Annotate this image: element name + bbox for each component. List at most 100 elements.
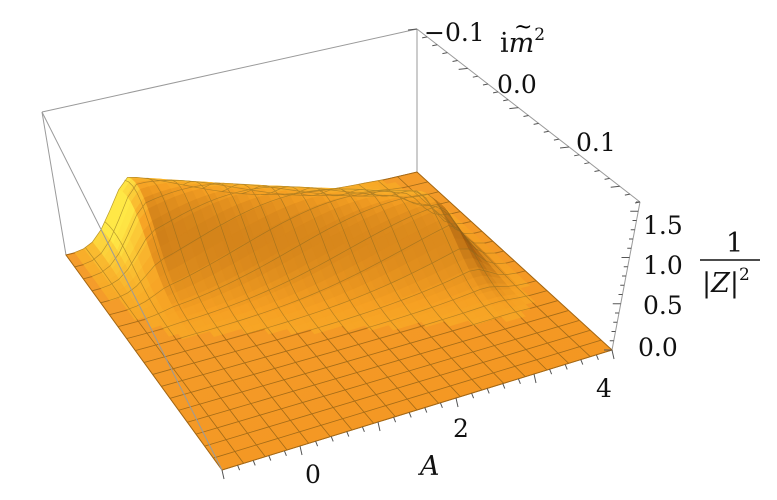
axis-tick <box>455 397 459 408</box>
box-front-lines <box>41 111 223 471</box>
ridge-mesh-line <box>169 290 548 399</box>
ridge-mesh <box>65 171 613 471</box>
axis-tick <box>533 373 537 384</box>
axis-tick <box>523 115 529 117</box>
axis-tick <box>517 378 521 384</box>
y-axis-ticks <box>407 28 641 204</box>
ridge-mesh-line <box>178 300 558 411</box>
axis-tick <box>346 431 350 437</box>
z-tick-label: 0.0 <box>638 333 678 362</box>
axis-tick <box>553 138 560 141</box>
axis-tick <box>486 388 490 394</box>
axis-tick <box>559 146 570 149</box>
axis-tick <box>407 28 418 31</box>
ridge-patch <box>388 321 404 331</box>
axis-tick <box>471 393 475 399</box>
ridge-mesh-line <box>65 171 418 256</box>
ridge-mesh-line <box>187 310 569 423</box>
y-tick-label: 0.0 <box>497 70 537 99</box>
z-axis-label-denominator: |Z|2 <box>702 265 750 299</box>
axis-tick <box>361 426 365 432</box>
axis-tick <box>533 122 539 125</box>
axis-tick <box>268 455 272 461</box>
axis-tick <box>377 421 381 432</box>
ridge-mesh-line <box>109 190 472 316</box>
z-axis-label: 1 |Z|2 <box>700 228 760 299</box>
axis-tick <box>439 402 443 408</box>
ridge-mesh-line <box>100 188 461 304</box>
x-axis-label: A <box>417 451 440 482</box>
ridge-mesh-line <box>83 183 439 280</box>
ridge-mesh-line <box>152 269 526 375</box>
y-tick-label: −0.1 <box>424 18 485 47</box>
axis-tick <box>594 170 600 173</box>
z-tick-label: 1.0 <box>643 251 683 280</box>
z-tick-label: 0.5 <box>643 291 683 320</box>
axis-tick <box>584 162 590 165</box>
axis-tick <box>610 185 620 188</box>
axis-tick <box>492 91 499 94</box>
ridge-patch <box>286 325 302 335</box>
ridge-surface <box>65 171 613 471</box>
axis-tick <box>330 436 334 442</box>
ridge-mesh-line <box>91 186 450 292</box>
ridge-mesh-line <box>143 248 515 363</box>
ridge-mesh-line <box>74 179 428 268</box>
z-axis-label-numerator: 1 <box>726 228 743 259</box>
y-axis-label-tilde: ~ <box>514 15 532 40</box>
axis-tick <box>432 44 438 47</box>
axis-tick <box>252 460 256 466</box>
ridge-patch <box>177 330 192 340</box>
z-tick-label: 1.5 <box>643 211 683 240</box>
axis-tick <box>502 383 506 389</box>
axis-tick <box>442 52 448 55</box>
x-tick-label: 2 <box>453 414 469 443</box>
x-tick-label: 4 <box>596 374 612 403</box>
axis-tick <box>422 36 428 39</box>
axis-tick <box>580 359 584 365</box>
axis-tick <box>458 67 468 70</box>
axis-tick <box>283 450 287 456</box>
ridge-patch <box>209 328 224 337</box>
axis-tick <box>624 193 630 196</box>
axis-tick <box>574 154 580 157</box>
ridge-patch <box>467 317 484 326</box>
z-axis-ticks <box>604 201 640 351</box>
axis-tick <box>564 364 568 370</box>
ridge-patch <box>444 317 460 327</box>
axis-tick <box>604 177 610 180</box>
axis-tick <box>503 99 509 102</box>
ridge-mesh-line <box>221 349 613 471</box>
ridge-patch <box>500 313 517 322</box>
axis-tick <box>299 445 303 456</box>
ridge-mesh-line <box>161 280 537 387</box>
axis-tick <box>237 465 241 471</box>
axis-tick <box>549 369 553 375</box>
axis-tick <box>408 412 412 418</box>
axis-tick <box>472 75 478 78</box>
ridge-mesh-line <box>195 319 580 435</box>
ridge-mesh-line <box>204 329 591 447</box>
axis-tick <box>221 469 225 480</box>
axis-tick <box>393 417 397 423</box>
axis-tick <box>452 59 458 62</box>
ridge-mesh-line <box>126 205 493 339</box>
y-tick-labels: −0.1 0.0 0.1 <box>424 18 616 157</box>
axis-tick <box>424 407 428 413</box>
axis-tick <box>611 349 615 360</box>
axis-tick <box>543 130 549 133</box>
ridge-mesh-line <box>117 193 483 327</box>
axis-tick <box>482 83 489 86</box>
axis-tick <box>595 354 599 360</box>
z-tick-labels: 0.0 0.5 1.0 1.5 <box>638 211 683 362</box>
axis-tick <box>315 441 319 447</box>
x-axis-ticks <box>221 349 615 480</box>
ridge-patch <box>309 325 325 335</box>
x-tick-label: 0 <box>305 460 321 489</box>
axis-tick <box>509 107 519 110</box>
y-tick-label: 0.1 <box>576 128 616 157</box>
ridge-mesh-line <box>135 225 504 351</box>
y-axis-label: im2 <box>500 25 545 59</box>
ridge-mesh-line <box>213 339 602 459</box>
